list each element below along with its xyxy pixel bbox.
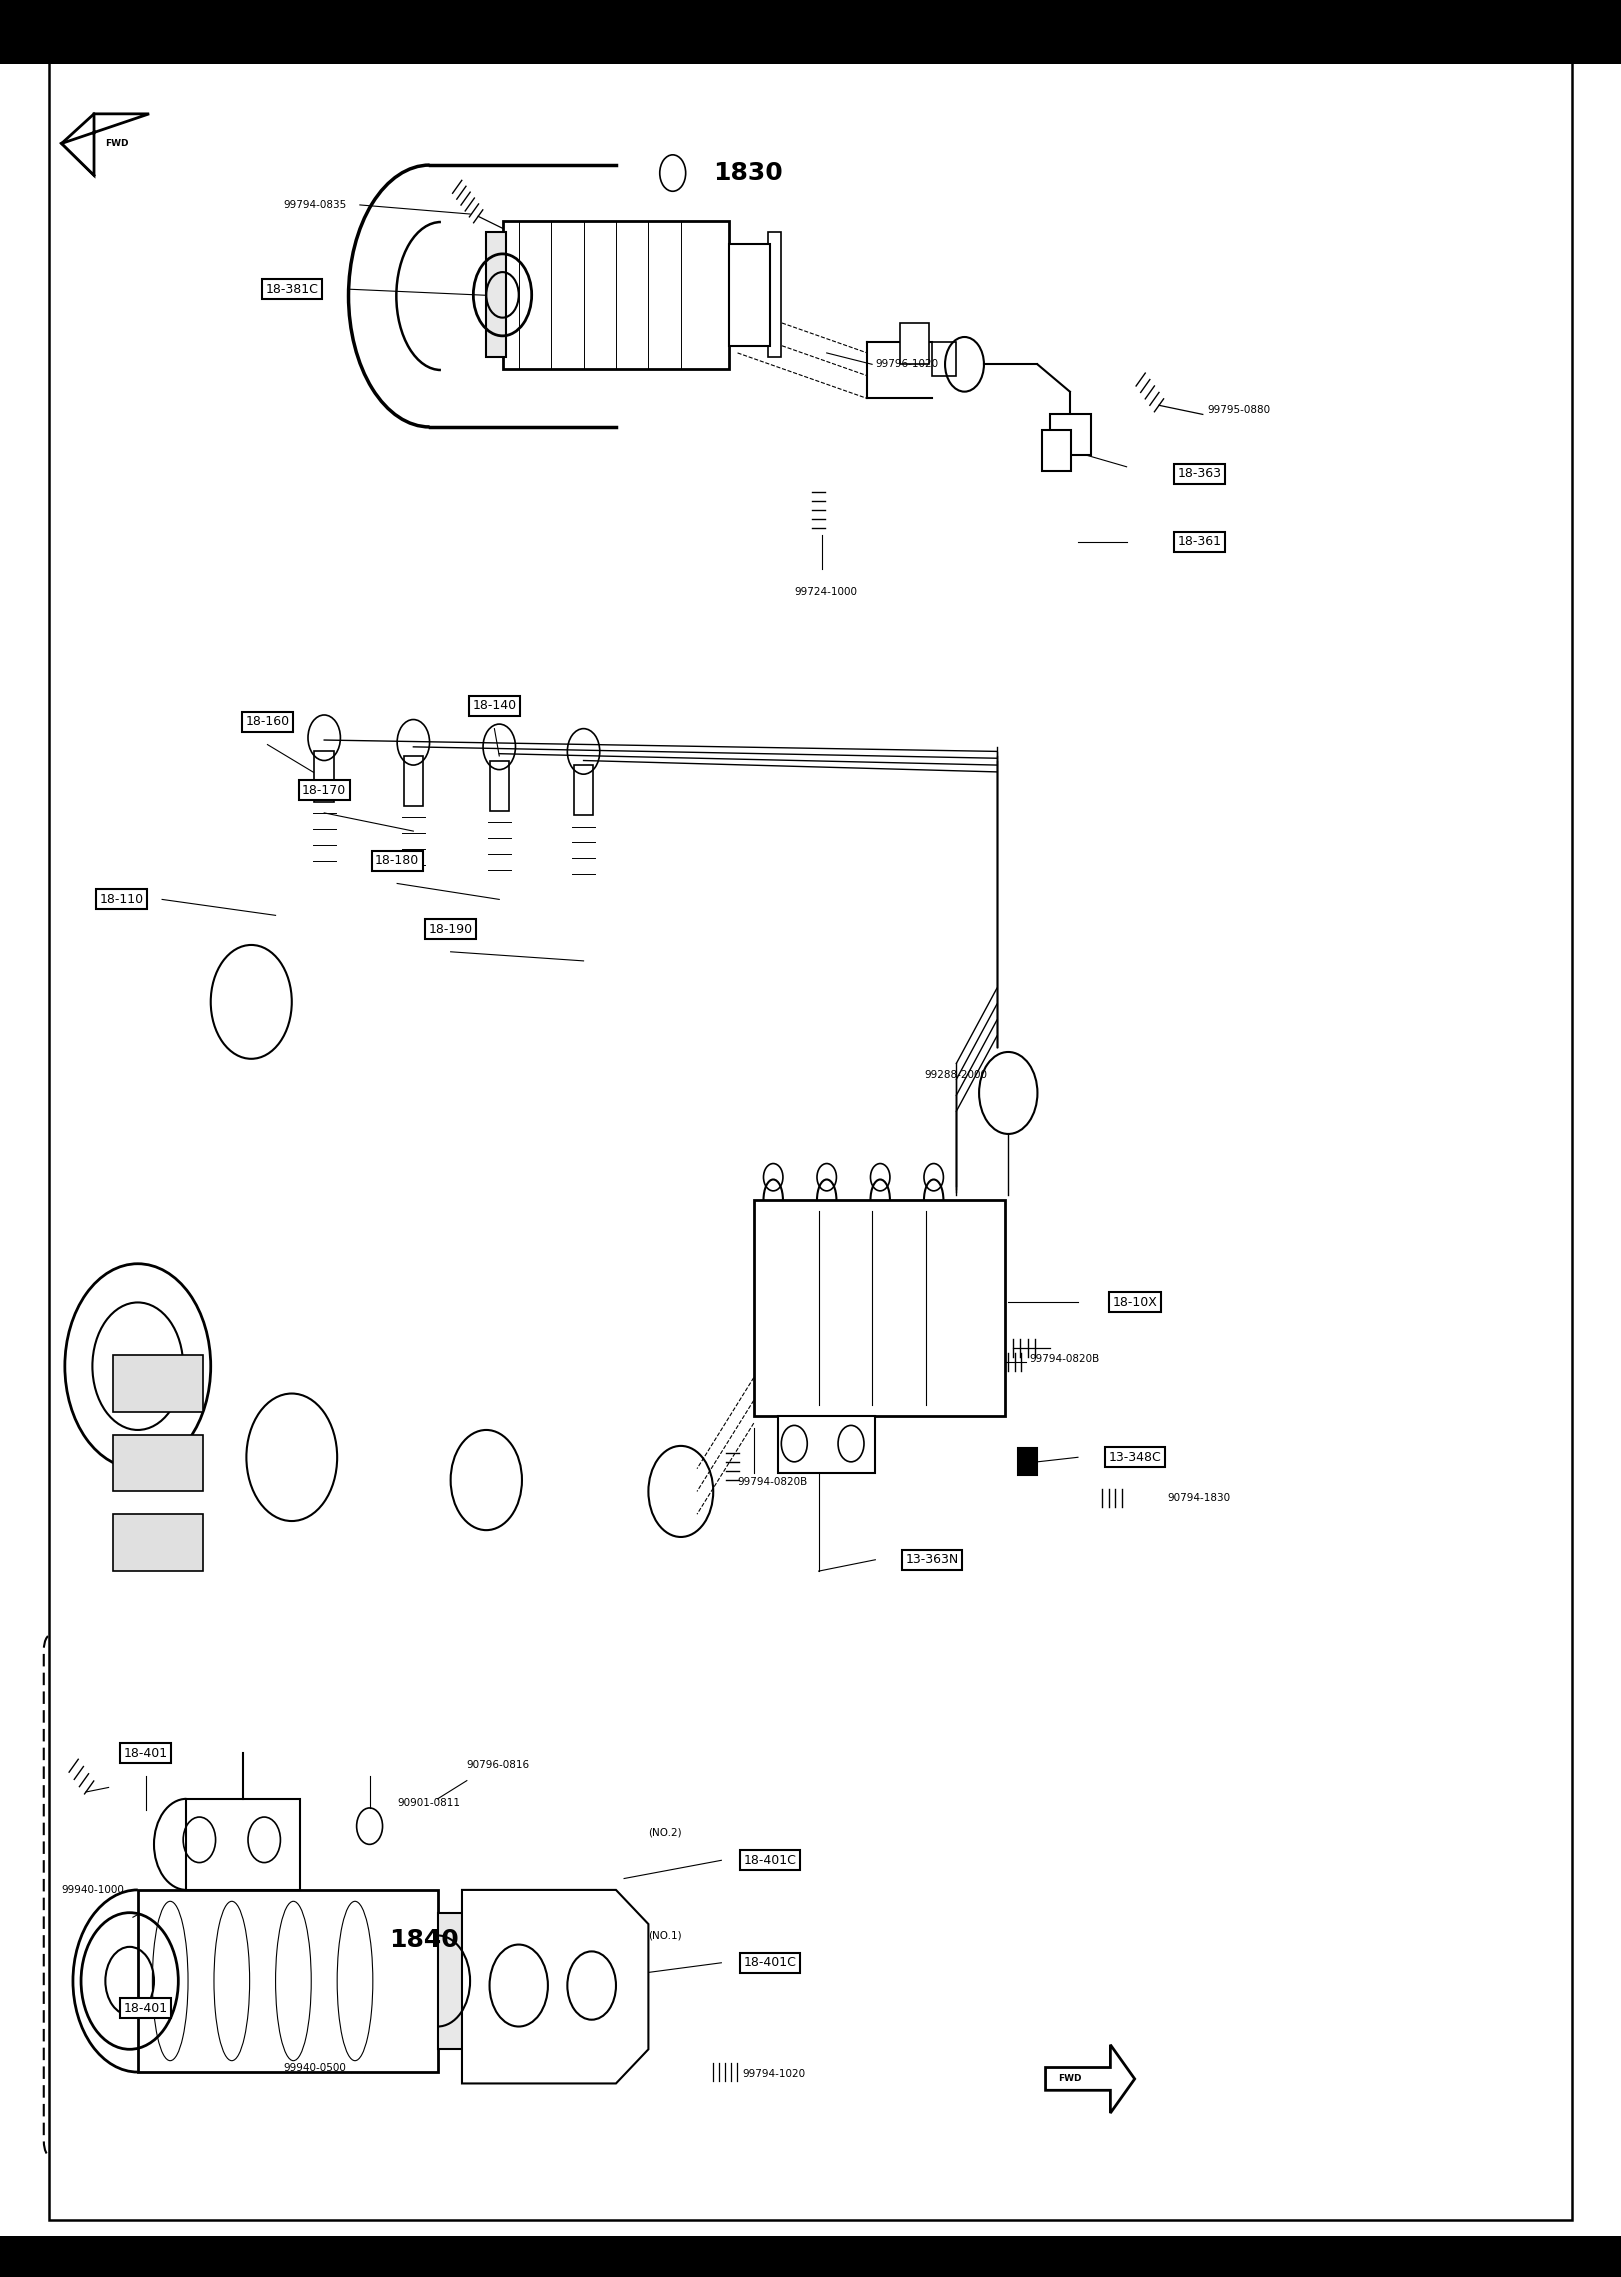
Polygon shape [989, 683, 1070, 1241]
Text: FWD: FWD [105, 139, 128, 148]
Text: 18-401: 18-401 [123, 2001, 169, 2015]
Bar [113, 1355, 203, 1412]
Text: 99288-2000: 99288-2000 [924, 1070, 987, 1079]
Text: 18-190: 18-190 [428, 922, 473, 936]
Bar [729, 244, 770, 346]
Polygon shape [462, 1890, 648, 2083]
Text: 13-348C: 13-348C [1109, 1450, 1161, 1464]
Text: 18-160: 18-160 [245, 715, 290, 729]
Bar [754, 1200, 1005, 1416]
Text: 90901-0811: 90901-0811 [397, 1799, 460, 1808]
Text: 18-361: 18-361 [1177, 535, 1222, 549]
Bar [932, 342, 956, 376]
Bar [503, 221, 729, 369]
Text: 13-363N: 13-363N [906, 1553, 958, 1567]
Polygon shape [105, 1241, 186, 1685]
Bar [186, 797, 989, 1241]
Bar [186, 1799, 300, 1890]
Bar [486, 232, 506, 357]
Text: 90794-1830: 90794-1830 [1167, 1494, 1230, 1503]
Bar [778, 1416, 875, 1473]
Text: 99796-1020: 99796-1020 [875, 360, 939, 369]
Text: 99795-0880: 99795-0880 [1208, 405, 1271, 414]
Polygon shape [62, 114, 149, 175]
Text: 1840: 1840 [389, 1929, 459, 1951]
Text: 99940-0500: 99940-0500 [284, 2063, 347, 2072]
Polygon shape [1046, 2045, 1135, 2113]
Bar [768, 232, 781, 357]
Text: FWD: FWD [1059, 2074, 1081, 2083]
Text: (NO.2): (NO.2) [648, 1828, 682, 1838]
Bar [314, 751, 334, 802]
FancyBboxPatch shape [44, 1633, 1107, 2159]
Bar [404, 756, 423, 806]
Text: 99794-0820B: 99794-0820B [1029, 1355, 1099, 1364]
Text: 99794-0820B: 99794-0820B [738, 1478, 807, 1487]
Text: 18-140: 18-140 [472, 699, 517, 713]
Text: 18-363: 18-363 [1177, 467, 1222, 480]
Text: 18-170: 18-170 [302, 783, 347, 797]
Text: 18-401: 18-401 [123, 1746, 169, 1760]
Bar [0, 0, 1621, 64]
Text: 18-401C: 18-401C [744, 1956, 796, 1970]
Polygon shape [105, 797, 186, 1287]
Bar [186, 1241, 989, 1639]
Text: 18-401C: 18-401C [744, 1853, 796, 1867]
Text: 18-180: 18-180 [374, 854, 420, 868]
Bar [574, 765, 593, 815]
Text: 90796-0816: 90796-0816 [467, 1760, 530, 1769]
Bar [113, 1514, 203, 1571]
Bar [1042, 430, 1071, 471]
Bar [1050, 414, 1091, 455]
Text: 99724-1000: 99724-1000 [794, 587, 858, 597]
Polygon shape [989, 1127, 1070, 1639]
Bar [138, 1890, 438, 2072]
Bar [0, 2236, 1621, 2277]
Bar [900, 323, 929, 364]
Bar [113, 1435, 203, 1491]
Text: 18-10X: 18-10X [1112, 1296, 1157, 1309]
Text: 99794-0835: 99794-0835 [284, 200, 347, 209]
Polygon shape [186, 683, 1070, 797]
Text: 99794-1020: 99794-1020 [742, 2070, 806, 2079]
Bar [490, 761, 509, 811]
Bar [1018, 1448, 1037, 1475]
Text: 18-381C: 18-381C [266, 282, 318, 296]
Text: 99940-1000: 99940-1000 [62, 1885, 125, 1894]
Text: 18-110: 18-110 [99, 893, 144, 906]
Polygon shape [105, 683, 186, 842]
Polygon shape [105, 1526, 1070, 1685]
Bar [438, 1913, 478, 2049]
Text: (NO.1): (NO.1) [648, 1931, 682, 1940]
Text: 1830: 1830 [713, 162, 783, 184]
